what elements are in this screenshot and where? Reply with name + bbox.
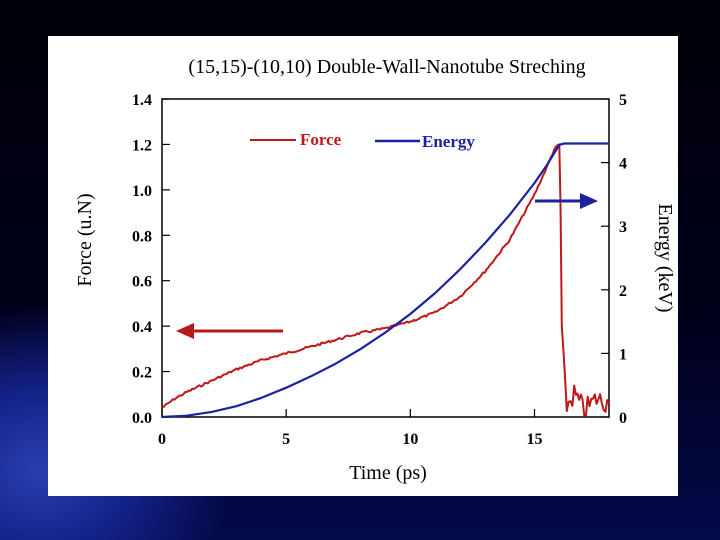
x-axis: 0 5 10 15 (158, 409, 543, 448)
series-layer (161, 142, 610, 419)
y-tick-label: 1.4 (132, 92, 152, 109)
y2-tick-label: 3 (619, 219, 627, 236)
y2-tick-label: 0 (619, 410, 627, 427)
y-tick-label: 1.2 (132, 137, 152, 154)
y-tick-label: 0.0 (132, 410, 152, 427)
y2-tick-label: 4 (619, 156, 627, 173)
legend: Force Energy (250, 130, 475, 151)
y-axis-left: 0.0 0.2 0.4 0.6 0.8 1.0 1.2 1.4 (132, 92, 170, 427)
y-tick-label: 0.2 (132, 365, 152, 382)
y2-tick-label: 5 (619, 92, 627, 109)
y2-tick-label: 1 (619, 346, 627, 363)
force-series-line (161, 143, 610, 417)
y-axis-title: Force (u.N) (74, 193, 96, 286)
slide-panel (48, 36, 678, 496)
y-tick-label: 0.4 (132, 319, 152, 336)
energy-axis-arrow (535, 193, 598, 209)
y-axis-right: 0 1 2 3 4 5 (601, 92, 627, 427)
plot-frame (161, 98, 610, 418)
x-tick-label: 10 (402, 431, 418, 448)
y-tick-label: 0.8 (132, 228, 152, 245)
x-axis-title: Time (ps) (349, 462, 427, 484)
legend-force-label: Force (300, 130, 342, 149)
y2-tick-label: 2 (619, 283, 627, 300)
y-tick-label: 0.6 (132, 274, 152, 291)
x-tick-label: 5 (282, 431, 290, 448)
x-tick-label: 0 (158, 431, 166, 448)
x-tick-label: 15 (527, 431, 543, 448)
force-axis-arrow (176, 323, 283, 339)
chart-title: (15,15)-(10,10) Double-Wall-Nanotube Str… (188, 56, 585, 78)
energy-series-line (161, 142, 609, 419)
legend-energy-label: Energy (422, 132, 475, 151)
y-tick-label: 1.0 (132, 183, 152, 200)
y2-axis-title: Energy (keV) (654, 203, 676, 312)
